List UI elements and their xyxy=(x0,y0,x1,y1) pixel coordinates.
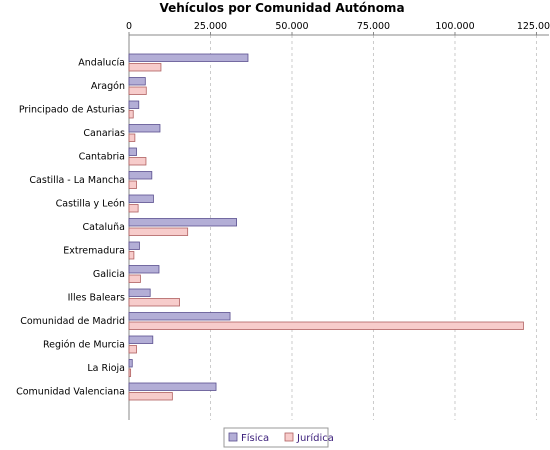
bar-fisica xyxy=(128,265,160,274)
bar-juridica xyxy=(128,180,137,189)
bar-juridica xyxy=(128,392,173,401)
x-tick-label: 25.000 xyxy=(194,21,227,32)
category-label: Galicia xyxy=(93,269,125,280)
category-label: Comunidad de Madrid xyxy=(20,316,125,327)
category-label: Comunidad Valenciana xyxy=(16,387,125,398)
bar-fisica xyxy=(128,359,133,368)
bars xyxy=(128,53,524,401)
bar-fisica xyxy=(128,124,161,133)
bar-fisica xyxy=(128,218,237,227)
bar-fisica xyxy=(128,382,217,391)
bar-juridica xyxy=(128,368,132,377)
category-label: La Rioja xyxy=(87,363,125,374)
legend-label: Jurídica xyxy=(296,432,334,444)
bar-fisica xyxy=(128,288,151,297)
grid-lines xyxy=(209,35,537,420)
legend-box xyxy=(223,427,329,448)
bar-juridica xyxy=(128,321,524,330)
bar-juridica xyxy=(128,157,147,166)
bar-juridica xyxy=(128,204,139,213)
bar-juridica xyxy=(128,86,147,95)
category-label: Illes Balears xyxy=(68,293,125,304)
category-labels: Andalucía Aragón Principado de Asturias Can… xyxy=(16,58,125,398)
bar-fisica xyxy=(128,241,140,250)
category-label: Cantabria xyxy=(79,152,125,163)
x-tick-label: 0 xyxy=(126,21,132,32)
legend-swatch xyxy=(284,432,294,442)
bar-juridica xyxy=(128,63,162,72)
bar-juridica xyxy=(128,110,134,119)
x-tick-label: 100.000 xyxy=(435,21,474,32)
chart-title: Vehículos por Comunidad Autónoma xyxy=(159,1,404,15)
bar-fisica xyxy=(128,312,231,321)
category-label: Castilla y León xyxy=(56,199,125,210)
bar-juridica xyxy=(128,227,189,236)
x-tick-label: 125.000 xyxy=(517,21,550,32)
category-label: Principado de Asturias xyxy=(19,105,125,116)
legend-label: Física xyxy=(241,432,269,444)
bar-fisica xyxy=(128,147,137,156)
category-label: Aragón xyxy=(91,81,125,92)
legend-swatch xyxy=(228,432,238,442)
bar-juridica xyxy=(128,133,136,142)
category-label: Canarias xyxy=(83,128,125,139)
category-label: Extremadura xyxy=(63,246,125,257)
legend: Física Jurídica xyxy=(223,427,334,448)
category-label: Castilla - La Mancha xyxy=(29,175,125,186)
x-tick-label: 75.000 xyxy=(357,21,390,32)
bar-fisica xyxy=(128,100,140,109)
bar-fisica xyxy=(128,194,154,203)
bar-juridica xyxy=(128,298,180,307)
x-axis: 0 25.000 50.000 75.000 100.000 125.000 xyxy=(126,21,550,420)
bar-juridica xyxy=(128,274,141,283)
bar-juridica xyxy=(128,251,135,260)
x-tick-label: 50.000 xyxy=(275,21,308,32)
bar-juridica xyxy=(128,345,137,354)
bar-fisica xyxy=(128,171,153,180)
category-label: Cataluña xyxy=(82,222,125,233)
category-label: Región de Murcia xyxy=(43,340,125,351)
bar-fisica xyxy=(128,335,154,344)
bar-fisica xyxy=(128,77,146,86)
bar-fisica xyxy=(128,53,249,62)
category-label: Andalucía xyxy=(78,58,125,69)
